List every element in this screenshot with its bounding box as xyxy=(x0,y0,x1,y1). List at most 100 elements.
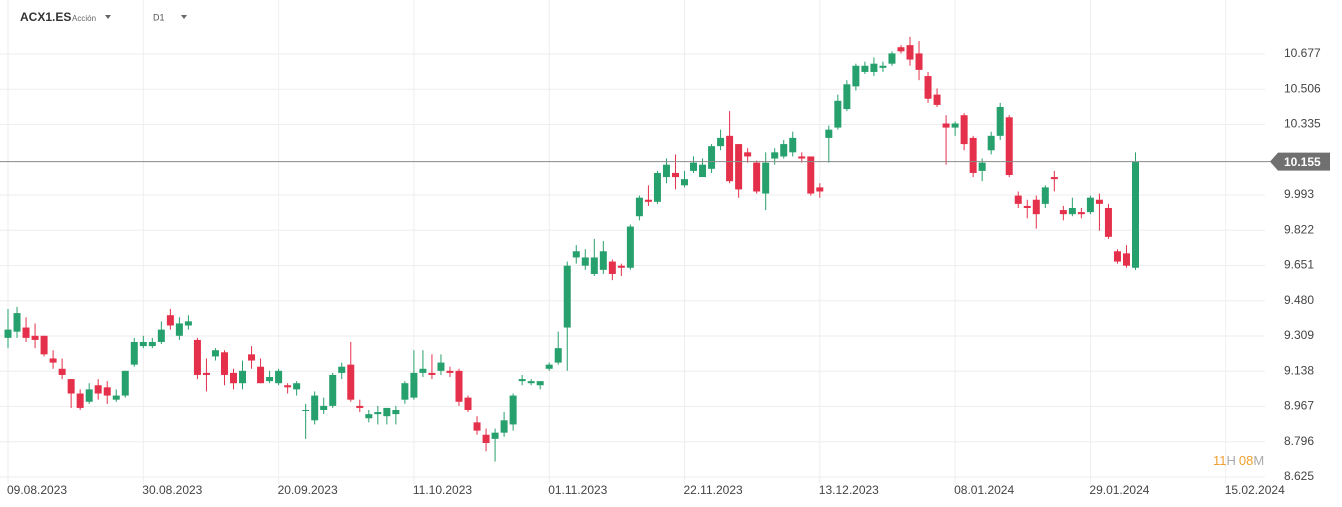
y-tick-label: 8.796 xyxy=(1284,434,1314,448)
candle-body xyxy=(1122,253,1130,266)
candle-body xyxy=(239,370,247,384)
candle-body xyxy=(410,372,418,398)
candle-body xyxy=(482,434,490,443)
candle-body xyxy=(708,146,716,169)
candle-body xyxy=(1041,187,1049,204)
candle-body xyxy=(40,335,48,355)
candle-body xyxy=(617,265,625,268)
candle-body xyxy=(1050,177,1058,180)
x-tick-label: 11.10.2023 xyxy=(413,483,472,497)
candle-body xyxy=(94,385,102,394)
candle-body xyxy=(717,137,725,147)
candle-body xyxy=(563,265,571,328)
candle-body xyxy=(22,327,30,338)
candle-body xyxy=(690,162,698,171)
candle-body xyxy=(987,135,995,151)
candle-body xyxy=(365,414,373,419)
countdown-hours-unit: H xyxy=(1227,453,1236,468)
candle-body xyxy=(284,385,292,388)
candle-body xyxy=(157,329,165,342)
x-tick-label: 01.11.2023 xyxy=(548,483,607,497)
candle-body xyxy=(933,94,941,105)
candle-body xyxy=(347,364,355,400)
candle-body xyxy=(798,156,806,159)
candle-body xyxy=(1068,207,1076,215)
candle-body xyxy=(121,370,129,396)
candle-body xyxy=(49,358,57,363)
candle-body xyxy=(248,354,256,361)
candle-body xyxy=(31,335,39,340)
candle-body xyxy=(13,313,21,332)
candle-body xyxy=(915,53,923,70)
current-price-tag xyxy=(1270,152,1330,171)
candle-body xyxy=(996,106,1004,136)
candle-body xyxy=(1032,199,1040,215)
candle-body xyxy=(491,432,499,439)
candle-body xyxy=(374,412,382,415)
y-tick-label: 9.138 xyxy=(1284,363,1314,377)
candle-body xyxy=(924,76,932,99)
candle-body xyxy=(148,341,156,347)
candle-body xyxy=(545,364,553,369)
countdown: 11H 08M xyxy=(1213,453,1264,468)
candle-body xyxy=(536,381,544,386)
candle-body xyxy=(771,152,779,159)
y-tick-label: 9.822 xyxy=(1284,222,1314,236)
candle-body xyxy=(85,389,93,402)
x-tick-label: 22.11.2023 xyxy=(684,483,743,497)
candle-body xyxy=(67,379,75,394)
candle-body xyxy=(762,162,770,194)
candle-body xyxy=(166,315,174,326)
y-tick-label: 9.309 xyxy=(1284,328,1314,342)
candle-body xyxy=(175,323,183,336)
candle-body xyxy=(1113,251,1121,262)
timeframe[interactable]: D1 xyxy=(153,12,165,22)
candle-body xyxy=(825,129,833,138)
candle-body xyxy=(1059,210,1067,215)
candle-body xyxy=(455,370,463,402)
candle-body xyxy=(473,422,481,431)
candle-body xyxy=(753,162,761,192)
candle-body xyxy=(437,362,445,371)
candle-body xyxy=(897,47,905,52)
candle-body xyxy=(103,387,111,396)
candle-body xyxy=(699,164,707,178)
candle-body xyxy=(1086,197,1094,213)
y-tick-label: 9.651 xyxy=(1284,258,1314,272)
candle-body xyxy=(744,152,752,157)
dropdown-arrow[interactable] xyxy=(181,15,187,19)
candle-body xyxy=(906,45,914,60)
candle-body xyxy=(608,261,616,274)
candle-body xyxy=(726,135,734,182)
candle-body xyxy=(572,251,580,258)
candle-body xyxy=(789,137,797,153)
candle-body xyxy=(329,374,337,406)
candle-body xyxy=(879,65,887,68)
candle-body xyxy=(554,348,562,363)
candle-body xyxy=(1014,195,1022,204)
x-tick-label: 15.02.2024 xyxy=(1225,483,1285,497)
candle-body xyxy=(428,372,436,375)
candle-body xyxy=(338,366,346,373)
candle-body xyxy=(662,164,670,178)
candle-body xyxy=(870,63,878,72)
candle-body xyxy=(202,372,210,375)
y-tick-label: 10.506 xyxy=(1284,81,1321,95)
candle-body xyxy=(942,123,950,128)
candle-body xyxy=(193,339,201,375)
candle-body xyxy=(58,368,66,375)
candle-body xyxy=(509,395,517,425)
candle-body xyxy=(275,370,283,384)
candle-body xyxy=(446,370,454,373)
candle-body xyxy=(735,144,743,190)
dropdown-arrow[interactable] xyxy=(105,15,111,19)
candle-body xyxy=(130,341,138,365)
candle-body xyxy=(581,257,589,266)
instrument-type: Acción xyxy=(72,14,96,23)
candle-body xyxy=(112,395,120,400)
y-tick-label: 9.480 xyxy=(1284,293,1314,307)
symbol[interactable]: ACX1.ES xyxy=(20,10,71,24)
countdown-minutes-unit: M xyxy=(1253,453,1264,468)
candle-body xyxy=(807,156,815,194)
